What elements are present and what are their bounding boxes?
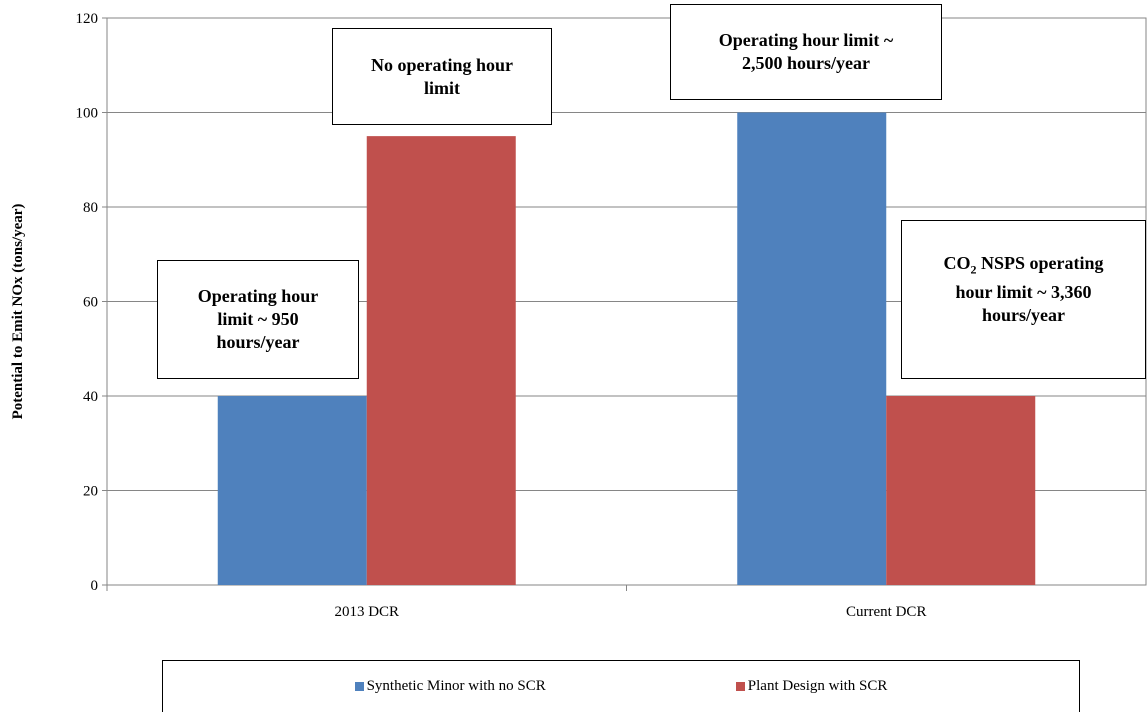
legend-swatch	[354, 682, 364, 691]
annotation-line: Operating hour	[197, 286, 319, 306]
annotation-line: limit ~ 950	[217, 309, 299, 329]
bar	[366, 136, 516, 585]
annotation-current-synthetic-minor: Operating hour limit ~ 2,500 hours/year	[670, 4, 942, 100]
annotation-line: hour limit ~ 3,360	[955, 282, 1092, 303]
y-tick-label: 40	[83, 389, 98, 405]
annotation-2013-plant-design: No operating hour limit	[332, 28, 552, 125]
y-tick-label: 120	[76, 11, 99, 27]
y-tick-label: 20	[83, 484, 98, 500]
legend-item: Plant Design with SCR	[735, 678, 888, 695]
legend: Synthetic Minor with no SCR Plant Design…	[162, 660, 1080, 712]
annotation-line: 2,500 hours/year	[741, 53, 870, 73]
annotation-2013-synthetic-minor: Operating hour limit ~ 950 hours/year	[157, 260, 359, 379]
annotation-line: Operating hour limit ~	[718, 30, 894, 50]
annotation-line: hours/year	[981, 305, 1065, 326]
legend-label: Plant Design with SCR	[747, 678, 888, 694]
bar	[217, 396, 367, 585]
annotation-line-rest: NSPS operating	[976, 252, 1104, 273]
annotation-line: limit	[423, 77, 460, 98]
x-tick-label: Current DCR	[846, 604, 926, 620]
legend-swatch	[735, 682, 745, 691]
annotation-current-plant-design: CO2 NSPS operating hour limit ~ 3,360 ho…	[901, 220, 1146, 379]
bar	[737, 112, 887, 585]
legend-label: Synthetic Minor with no SCR	[366, 678, 546, 694]
y-tick-label: 60	[83, 295, 98, 311]
annotation-co2: CO	[943, 252, 971, 273]
x-tick-label: 2013 DCR	[334, 604, 399, 620]
y-tick-label: 100	[76, 106, 99, 122]
y-axis-label: Potential to Emit NOx (tons/year)	[10, 204, 26, 420]
annotation-line: No operating hour	[370, 54, 513, 75]
annotation-line: hours/year	[216, 332, 300, 352]
legend-item: Synthetic Minor with no SCR	[354, 678, 546, 695]
y-tick-label: 0	[91, 578, 99, 594]
annotation-line: CO2 NSPS operating	[943, 252, 1103, 282]
annotation-co2-subscript: 2	[970, 262, 977, 277]
bar	[886, 396, 1036, 585]
y-tick-label: 80	[83, 200, 98, 216]
